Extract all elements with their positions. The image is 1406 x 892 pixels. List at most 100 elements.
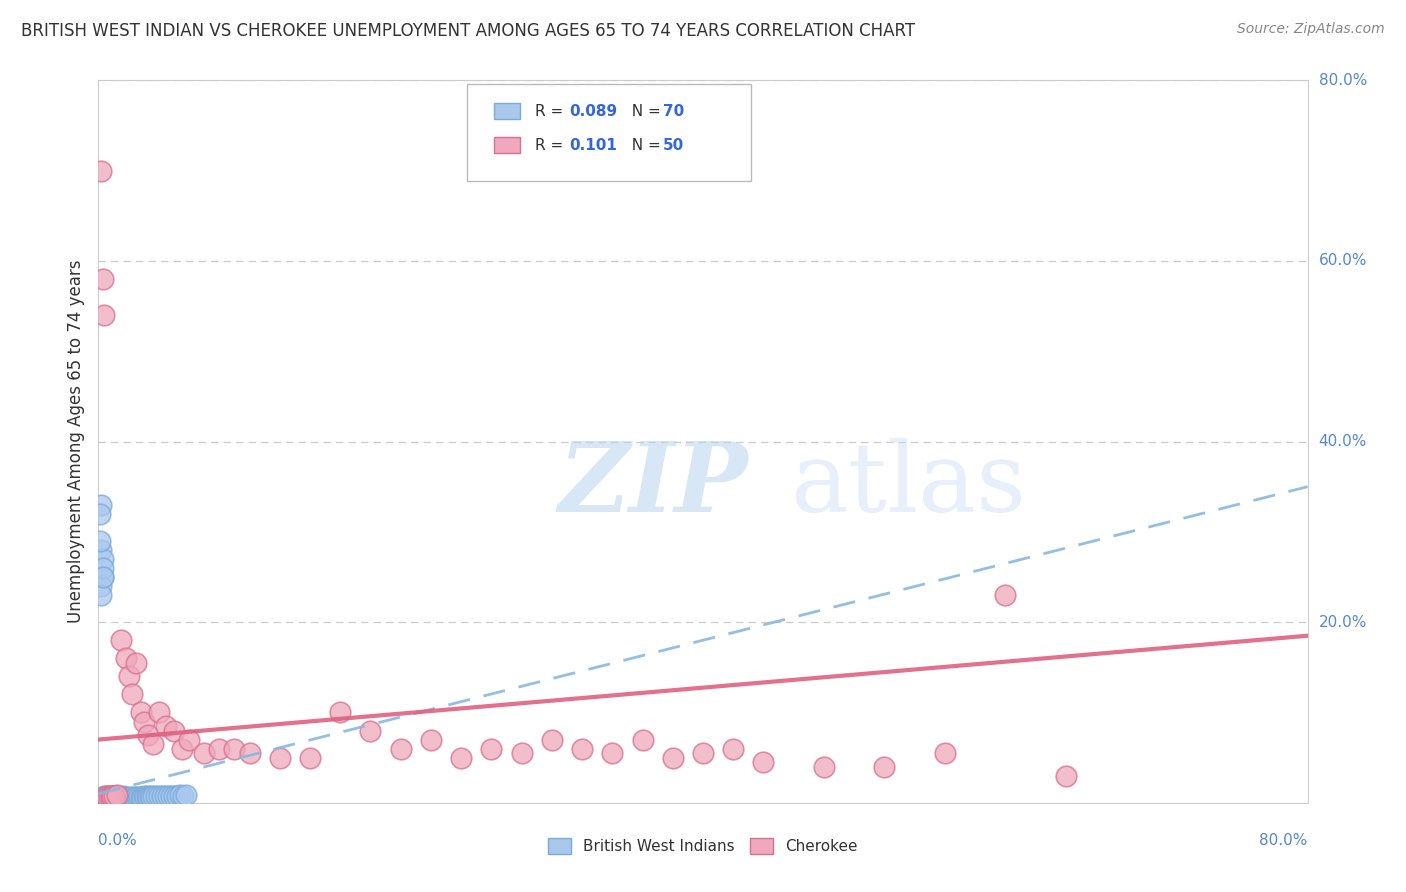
Point (148, 789, 170, 804)
Point (96, 789, 118, 804)
Point (131, 790, 153, 805)
Point (96, 791, 118, 805)
Point (121, 687, 143, 701)
Point (91, 792, 114, 806)
Point (163, 789, 186, 803)
Point (111, 791, 134, 805)
Legend: British West Indians, Cherokee: British West Indians, Cherokee (543, 832, 863, 860)
Point (96, 790, 118, 805)
Text: N =: N = (621, 103, 665, 119)
Point (139, 789, 162, 804)
Point (163, 723, 186, 738)
Point (179, 732, 201, 747)
Point (132, 714, 155, 729)
Point (91, 552, 114, 566)
Point (723, 741, 745, 756)
Point (121, 791, 143, 805)
Point (94, 789, 117, 803)
Point (110, 790, 132, 805)
Point (94, 792, 117, 806)
Point (114, 791, 136, 805)
Text: 80.0%: 80.0% (1319, 73, 1367, 87)
Point (105, 791, 128, 805)
Point (98, 789, 121, 804)
Point (89, 507, 111, 521)
Point (661, 750, 683, 764)
Point (420, 732, 443, 747)
Point (571, 741, 593, 756)
Point (93, 791, 115, 805)
Point (90, 588, 112, 602)
Point (91, 561, 114, 575)
Point (160, 789, 183, 804)
Point (90, 498, 112, 512)
Point (98, 792, 121, 806)
Point (110, 792, 132, 806)
Point (127, 791, 149, 805)
Point (107, 792, 129, 806)
Point (299, 750, 322, 764)
Point (631, 732, 654, 747)
Point (100, 789, 122, 804)
Point (100, 789, 122, 803)
Point (120, 790, 142, 805)
Point (118, 791, 141, 805)
Text: R =: R = (534, 103, 568, 119)
Point (136, 790, 159, 805)
Point (873, 760, 896, 774)
Point (994, 588, 1017, 602)
Point (90, 542, 112, 557)
Point (153, 789, 176, 804)
Text: 50: 50 (664, 137, 685, 153)
Point (100, 791, 122, 805)
Point (141, 790, 163, 805)
Point (118, 669, 141, 683)
Point (104, 790, 127, 805)
FancyBboxPatch shape (494, 103, 520, 120)
Point (142, 737, 165, 751)
Point (114, 790, 136, 805)
Point (174, 788, 197, 802)
Point (135, 789, 157, 804)
Point (128, 790, 150, 805)
Point (90, 579, 112, 593)
Point (934, 746, 956, 760)
Point (103, 789, 125, 804)
Point (150, 789, 173, 803)
Point (94, 790, 117, 805)
Text: 70: 70 (664, 103, 685, 119)
Point (115, 792, 138, 806)
FancyBboxPatch shape (494, 137, 520, 153)
Point (107, 790, 129, 805)
Point (692, 746, 714, 760)
Point (91, 790, 114, 805)
Point (1054, 769, 1077, 783)
Point (101, 789, 124, 804)
Point (269, 750, 291, 764)
Text: 80.0%: 80.0% (1260, 833, 1308, 848)
Point (170, 741, 193, 756)
Point (450, 750, 472, 764)
Point (129, 706, 152, 720)
Point (122, 790, 145, 805)
Point (112, 792, 135, 806)
Point (111, 789, 134, 804)
Point (132, 789, 155, 804)
Point (125, 656, 148, 670)
Point (129, 791, 152, 805)
Point (124, 791, 146, 805)
Text: N =: N = (621, 137, 665, 153)
Point (510, 746, 533, 760)
Point (156, 789, 179, 803)
Point (101, 790, 124, 805)
Text: 0.089: 0.089 (569, 103, 617, 119)
FancyBboxPatch shape (467, 84, 751, 181)
Point (752, 755, 775, 769)
Point (91, 570, 114, 584)
Point (90, 163, 112, 178)
Text: R =: R = (534, 137, 572, 153)
Point (114, 651, 136, 665)
Point (125, 790, 148, 805)
Point (101, 792, 124, 806)
Point (90, 791, 112, 805)
